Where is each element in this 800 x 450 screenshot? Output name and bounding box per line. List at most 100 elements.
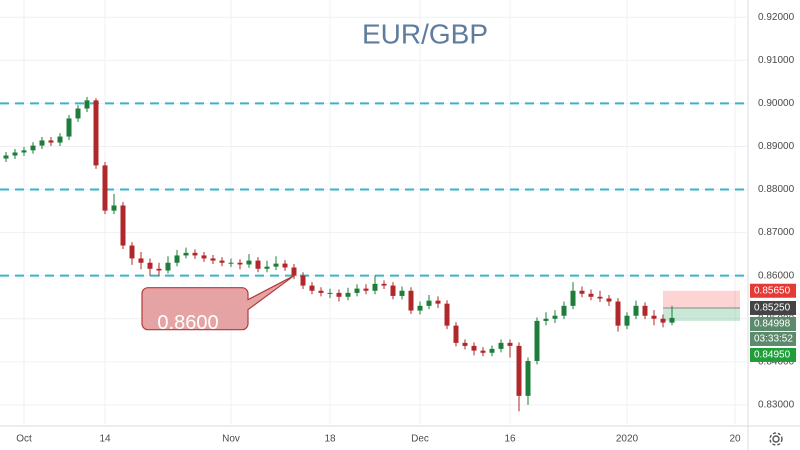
grid	[0, 0, 748, 426]
stop-label: 0.84950	[754, 350, 791, 361]
candle-body	[183, 252, 189, 256]
candle-body	[372, 283, 378, 291]
candle-body	[426, 300, 432, 306]
x-tick-label: 2020	[616, 434, 639, 445]
x-tick-label: 16	[504, 434, 516, 445]
candle-body	[246, 260, 252, 265]
candle-body	[642, 305, 648, 316]
candle-body	[453, 325, 459, 343]
settings-icon[interactable]	[769, 432, 783, 446]
candle-body	[75, 108, 81, 119]
candle-body	[354, 288, 360, 293]
y-tick-label: 0.91000	[758, 55, 795, 66]
x-tick-label: 14	[99, 434, 111, 445]
callout	[141, 275, 295, 331]
candle-body	[327, 292, 333, 294]
candle-body	[174, 255, 180, 263]
x-tick-label: Oct	[16, 434, 32, 445]
y-tick-label: 0.89000	[758, 141, 795, 152]
candle-body	[669, 317, 675, 323]
candle-body	[435, 300, 441, 304]
candle-body	[651, 315, 657, 319]
candle-body	[21, 150, 27, 153]
target-label: 0.85650	[754, 285, 791, 296]
candle-body	[12, 152, 18, 156]
entry-label: 0.85250	[754, 303, 791, 314]
candle-body	[489, 348, 495, 353]
target-tag	[750, 283, 796, 298]
candle-body	[30, 145, 36, 151]
y-tick-label: 0.92000	[758, 12, 795, 23]
stop-tag	[750, 347, 796, 362]
candle-body	[462, 342, 468, 346]
candle-body	[588, 293, 594, 297]
candle-body	[111, 205, 117, 211]
candle-body	[219, 260, 225, 263]
candle-body	[138, 258, 144, 263]
last-price-tag	[750, 316, 796, 331]
candle-body	[300, 275, 306, 286]
candle-body	[579, 290, 585, 294]
x-tick-label: Nov	[222, 434, 240, 445]
candle-body	[210, 258, 216, 261]
candle-body	[255, 260, 261, 269]
candle-body	[39, 140, 45, 146]
candle-body	[93, 100, 99, 166]
candle-body	[336, 292, 342, 297]
stop-zone	[663, 307, 740, 321]
candle-body	[129, 245, 135, 259]
candle-body	[471, 345, 477, 351]
x-tick-label: Dec	[411, 434, 429, 445]
target-zone	[663, 290, 740, 308]
candle-body	[390, 285, 396, 296]
candle-body	[345, 292, 351, 297]
candle-body	[156, 268, 162, 271]
x-tick-label: 20	[729, 434, 741, 445]
last-price-label: 0.84998	[754, 319, 791, 330]
y-tick-label: 0.83000	[758, 400, 795, 411]
y-tick-label: 0.90000	[758, 98, 795, 109]
candle-body	[273, 263, 279, 267]
y-tick-label: 0.86000	[758, 270, 795, 281]
candle-body	[120, 205, 126, 246]
candle-body	[498, 342, 504, 349]
candle-body	[534, 320, 540, 361]
candle-body	[408, 290, 414, 311]
candle-body	[201, 255, 207, 259]
candle-body	[381, 283, 387, 286]
candle-body	[57, 136, 63, 143]
candle-body	[318, 290, 324, 293]
callout-text: 0.8600	[157, 312, 218, 334]
candle-body	[291, 267, 297, 276]
candle-body	[237, 262, 243, 265]
candle-body	[624, 315, 630, 326]
candle-body	[66, 118, 72, 137]
candle-body	[417, 305, 423, 311]
candle-body	[507, 342, 513, 346]
y-tick-label: 0.88000	[758, 184, 795, 195]
candle-body	[147, 262, 153, 269]
candle-body	[309, 285, 315, 291]
candle-body	[552, 315, 558, 319]
entry-tag	[750, 300, 796, 315]
countdown-tag	[750, 331, 796, 346]
candle-body	[84, 100, 90, 109]
candle-body	[165, 262, 171, 271]
x-tick-label: 18	[324, 434, 336, 445]
candle-body	[102, 165, 108, 211]
candle-body	[444, 303, 450, 326]
candle-body	[570, 290, 576, 306]
y-tick-label: 0.87000	[758, 227, 795, 238]
candle-body	[516, 345, 522, 396]
candle-body	[3, 155, 9, 159]
candle-body	[606, 298, 612, 302]
candle-body	[660, 318, 666, 323]
candle-body	[363, 288, 369, 291]
candle-body	[192, 252, 198, 256]
candle-body	[228, 262, 234, 264]
candle-body	[615, 301, 621, 326]
candle-body	[480, 350, 486, 353]
candle-body	[264, 266, 270, 269]
candle-body	[543, 318, 549, 321]
